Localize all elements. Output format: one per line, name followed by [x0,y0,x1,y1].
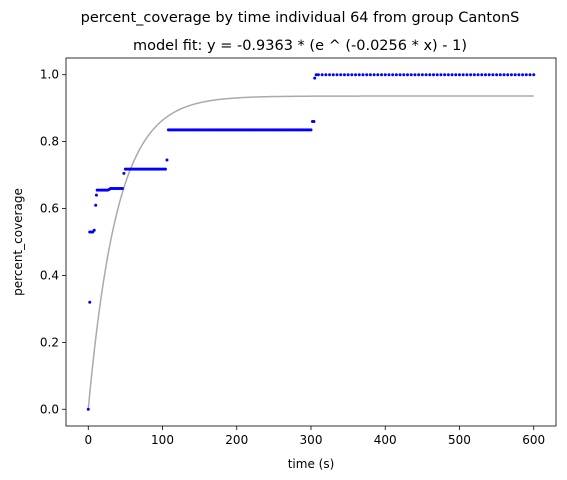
data-point [380,73,384,77]
data-point [469,73,473,77]
x-tick-label: 300 [300,433,323,447]
data-point [391,73,395,77]
data-point [465,73,469,77]
data-point [320,73,324,77]
data-point [454,73,458,77]
x-tick-label: 0 [84,433,92,447]
fit-layer [87,95,534,410]
data-point [491,73,495,77]
y-axis: 0.0 0.2 0.4 0.6 0.8 1.0 [40,68,66,416]
data-point [94,203,98,207]
data-point [335,73,339,77]
data-point [387,73,391,77]
x-tick-label: 200 [225,433,248,447]
y-tick-label: 0.6 [40,202,59,216]
y-tick-label: 0.4 [40,268,59,282]
data-point [450,73,454,77]
y-tick-label: 0.2 [40,335,59,349]
data-point [331,73,335,77]
data-point [324,73,328,77]
data-point [521,73,525,77]
data-point [439,73,443,77]
data-point [120,186,124,190]
data-point [94,193,98,197]
data-point [328,73,332,77]
data-point [383,73,387,77]
data-point [420,73,424,77]
data-point [483,73,487,77]
x-axis-label: time (s) [288,457,335,471]
data-point [413,73,417,77]
data-point [313,76,317,80]
data-point [312,120,316,124]
data-point [480,73,484,77]
y-tick-label: 0.0 [40,402,59,416]
data-point [342,73,346,77]
data-point [495,73,499,77]
y-axis-label: percent_coverage [11,188,25,296]
data-point [165,158,169,162]
x-tick-label: 100 [151,433,174,447]
data-point [354,73,358,77]
data-point [457,73,461,77]
data-point [513,73,517,77]
data-point [435,73,439,77]
data-point [350,73,354,77]
data-point [446,73,450,77]
data-point [417,73,421,77]
data-point [409,73,413,77]
y-tick-label: 0.8 [40,135,59,149]
data-point [498,73,502,77]
data-point [365,73,369,77]
data-point [502,73,506,77]
data-point [432,73,435,77]
data-point [372,73,376,77]
x-tick-label: 400 [374,433,397,447]
data-point [122,171,126,175]
data-point [368,73,372,77]
x-tick-label: 600 [522,433,545,447]
chart-title: percent_coverage by time individual 64 f… [81,10,520,26]
data-point [506,73,510,77]
points-layer [86,73,536,411]
data-point [398,73,402,77]
chart-subtitle: model fit: y = -0.9363 * (e ^ (-0.0256 *… [133,38,467,54]
data-point [316,73,320,77]
data-point [361,73,365,77]
data-point [346,73,350,77]
data-point [314,73,318,77]
data-point [376,73,380,77]
data-point [424,73,428,77]
data-point [509,73,513,77]
data-point [476,73,480,77]
data-point [406,73,410,77]
data-point [524,73,528,77]
data-point [86,407,90,411]
data-point [487,73,491,77]
data-point [92,228,96,232]
data-point [528,73,532,77]
x-axis: 0 100 200 300 400 500 600 [84,426,545,447]
data-point [88,300,92,304]
data-point [394,73,398,77]
data-point [472,73,476,77]
data-point [357,73,361,77]
data-point [532,73,536,77]
x-tick-label: 500 [448,433,471,447]
data-point [309,128,313,132]
plot-frame [65,57,557,427]
model-fit-line [87,95,534,410]
data-point [402,73,406,77]
data-point [461,73,465,77]
data-point [443,73,447,77]
data-point [428,73,432,77]
data-point [517,73,521,77]
data-point [339,73,343,77]
y-tick-label: 1.0 [40,68,59,82]
data-point [163,167,167,171]
